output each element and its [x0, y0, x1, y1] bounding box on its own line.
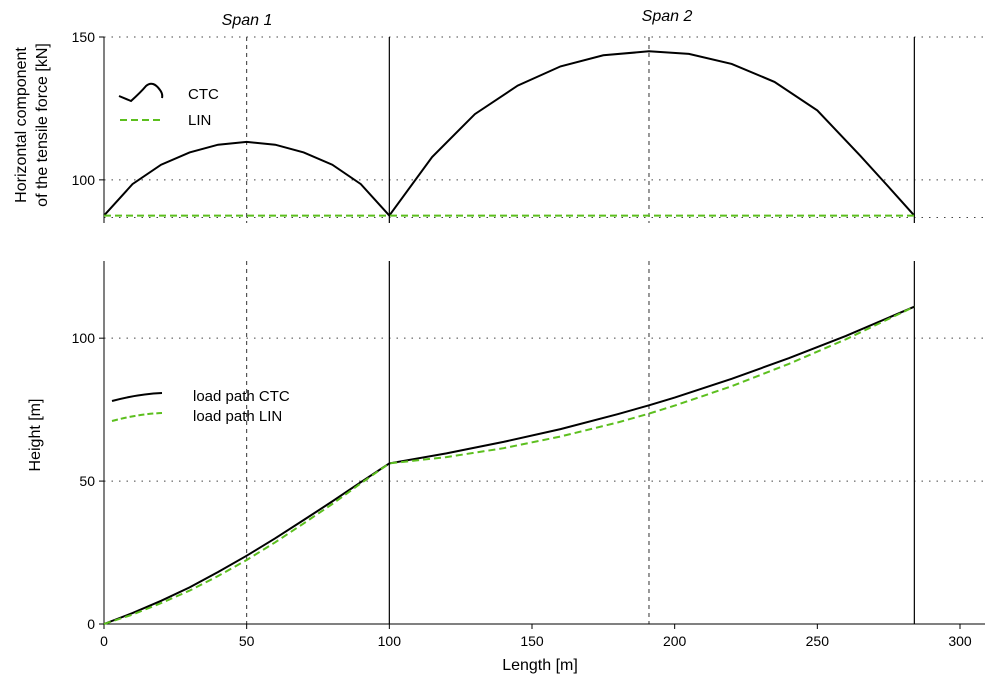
bottom-legend-label-load-path-ctc: load path CTC	[193, 388, 290, 405]
x-tick-label-150: 150	[520, 633, 544, 649]
top-series	[103, 50, 916, 218]
x-axis-label: Length [m]	[502, 657, 578, 674]
bottom-axes: 0 50 100 0 50 100 150 200 250 300	[72, 261, 985, 649]
bottom-legend: load path CTC load path LIN	[111, 388, 290, 425]
x-tick-label-0: 0	[100, 633, 108, 649]
bottom-legend-swatch-load-path-lin	[111, 412, 163, 422]
top-chart-horizontal-force: Span 1 Span 2 100 150 CTC LIN Horizontal c…	[13, 8, 985, 223]
bottom-legend-swatch-load-path-ctc	[111, 392, 163, 402]
bottom-y-tick-label-0: 0	[87, 616, 95, 632]
top-legend-label-lin: LIN	[188, 112, 211, 129]
top-legend-label-ctc: CTC	[188, 86, 219, 103]
bottom-legend-label-load-path-lin: load path LIN	[193, 408, 282, 425]
bottom-series-line-load-path-ctc	[103, 305, 915, 625]
bottom-series	[103, 305, 915, 625]
span-1-label: Span 1	[222, 12, 273, 29]
top-series-line-ctc	[103, 50, 916, 218]
x-tick-label-200: 200	[663, 633, 687, 649]
bottom-grid	[104, 261, 985, 624]
top-y-axis-label-line: Horizontal component	[13, 47, 30, 203]
bottom-y-tick-label-100: 100	[72, 330, 96, 346]
top-y-axis-label-line: of the tensile force [kN]	[34, 43, 51, 207]
x-tick-label-50: 50	[239, 633, 255, 649]
bottom-y-tick-label-50: 50	[79, 473, 95, 489]
x-tick-label-250: 250	[806, 633, 830, 649]
top-y-tick-label-150: 150	[72, 29, 96, 45]
top-y-tick-label-100: 100	[72, 172, 96, 188]
top-grid	[104, 36, 985, 223]
top-legend: CTC LIN	[118, 82, 219, 129]
x-tick-label-100: 100	[378, 633, 402, 649]
span-2-label: Span 2	[642, 8, 693, 25]
top-axes: 100 150	[72, 29, 915, 223]
x-tick-label-300: 300	[948, 633, 972, 649]
bottom-y-axis-label: Height [m]	[27, 399, 44, 472]
top-legend-swatch-ctc	[118, 82, 164, 103]
bottom-series-line-load-path-lin	[103, 305, 915, 625]
top-y-axis-label: Horizontal component of the tensile force…	[13, 43, 51, 207]
